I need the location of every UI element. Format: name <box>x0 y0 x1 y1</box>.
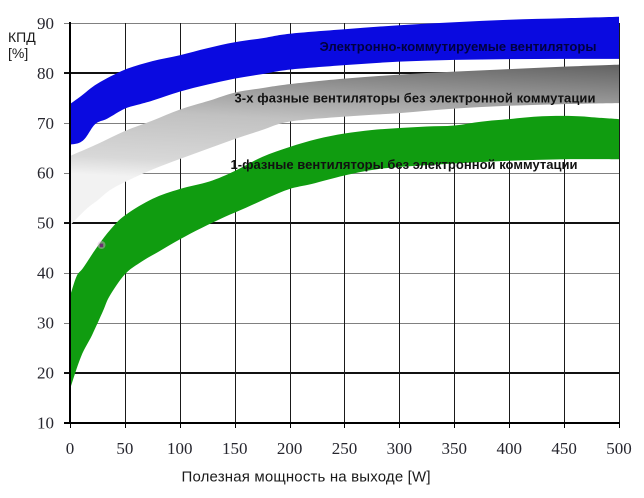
svg-text:500: 500 <box>606 439 632 458</box>
svg-text:50: 50 <box>116 439 133 458</box>
svg-text:40: 40 <box>37 264 54 283</box>
svg-text:30: 30 <box>37 313 54 332</box>
svg-text:1-фазные вентиляторы без элект: 1-фазные вентиляторы без электронной ком… <box>231 157 578 172</box>
svg-text:450: 450 <box>551 439 577 458</box>
svg-text:350: 350 <box>442 439 468 458</box>
svg-text:20: 20 <box>37 363 54 382</box>
svg-text:3-х фазные вентиляторы без эле: 3-х фазные вентиляторы без электронной к… <box>235 91 596 106</box>
svg-text:0: 0 <box>66 439 75 458</box>
svg-text:60: 60 <box>37 164 54 183</box>
svg-text:50: 50 <box>37 214 54 233</box>
svg-text:400: 400 <box>496 439 522 458</box>
svg-text:Полезная мощность на выходе [W: Полезная мощность на выходе [W] <box>182 469 431 486</box>
svg-text:[%]: [%] <box>8 45 28 61</box>
svg-text:КПД: КПД <box>8 29 36 45</box>
svg-text:80: 80 <box>37 64 54 83</box>
svg-text:70: 70 <box>37 114 54 133</box>
svg-text:300: 300 <box>387 439 413 458</box>
svg-text:90: 90 <box>37 14 54 33</box>
svg-text:Электронно-коммутируемые венти: Электронно-коммутируемые вентиляторы <box>320 39 597 54</box>
svg-text:150: 150 <box>222 439 248 458</box>
svg-text:100: 100 <box>167 439 193 458</box>
svg-text:250: 250 <box>332 439 358 458</box>
svg-text:10: 10 <box>37 413 54 432</box>
svg-text:200: 200 <box>277 439 303 458</box>
